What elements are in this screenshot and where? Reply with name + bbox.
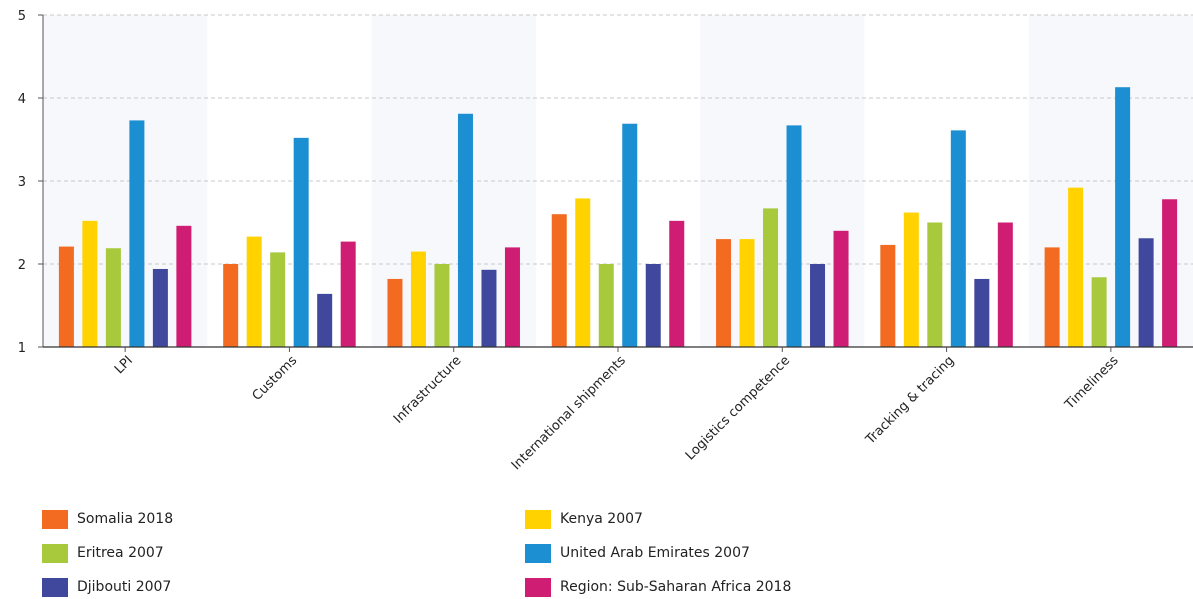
bar	[59, 247, 74, 347]
legend-label: Somalia 2018	[77, 511, 173, 527]
y-axis-ticks: 1 2 3 4 5	[18, 9, 43, 356]
bar	[341, 242, 356, 347]
bar	[505, 247, 520, 347]
legend-label: Region: Sub-Saharan Africa 2018	[560, 579, 791, 595]
bar	[599, 264, 614, 347]
bar	[481, 270, 496, 347]
bar	[904, 213, 919, 347]
bars	[59, 87, 1177, 347]
bar	[1162, 199, 1177, 347]
bar	[951, 130, 966, 347]
x-category-label: Tracking & tracing	[863, 353, 958, 448]
bar	[669, 221, 684, 347]
legend-swatch	[42, 578, 68, 597]
x-category-label: International shipments	[509, 353, 629, 473]
bar-chart: 1 2 3 4 5 LPI Customs Infrastructure Internatio…	[0, 0, 1193, 505]
bar	[129, 120, 144, 347]
bar	[458, 114, 473, 347]
x-category-label: Timeliness	[1062, 353, 1122, 413]
bar	[763, 208, 778, 347]
bar	[646, 264, 661, 347]
bar	[834, 231, 849, 347]
legend-item: Kenya 2007	[525, 508, 643, 530]
bar	[716, 239, 731, 347]
bar	[998, 223, 1013, 348]
x-category-label: LPI	[112, 353, 136, 377]
y-tick-label: 3	[18, 175, 26, 190]
bar	[223, 264, 238, 347]
bar	[294, 138, 309, 347]
bar	[1045, 247, 1060, 347]
bar	[880, 245, 895, 347]
legend-swatch	[42, 510, 68, 529]
bar	[411, 252, 426, 347]
legend-item: Djibouti 2007	[42, 576, 171, 598]
y-tick-label: 2	[18, 258, 26, 273]
legend-swatch	[42, 544, 68, 563]
y-tick-label: 1	[18, 341, 26, 356]
bar	[740, 239, 755, 347]
bar	[787, 125, 802, 347]
gridlines	[43, 15, 1193, 264]
bar	[176, 226, 191, 347]
bar	[387, 279, 402, 347]
bar	[153, 269, 168, 347]
bar	[106, 248, 121, 347]
bar	[622, 124, 637, 347]
bar	[270, 252, 285, 347]
x-axis-labels: LPI Customs Infrastructure International sh…	[112, 347, 1122, 473]
bar	[575, 198, 590, 347]
bar	[434, 264, 449, 347]
x-category-label: Logistics competence	[683, 353, 793, 463]
x-category-label: Infrastructure	[391, 353, 465, 427]
bar	[247, 237, 262, 347]
bar	[974, 279, 989, 347]
bar	[810, 264, 825, 347]
x-category-label: Customs	[250, 353, 301, 404]
legend-item: Somalia 2018	[42, 508, 173, 530]
legend-label: Eritrea 2007	[77, 545, 164, 561]
bar	[317, 294, 332, 347]
bar	[1092, 277, 1107, 347]
bar	[1068, 188, 1083, 347]
legend-swatch	[525, 510, 551, 529]
bar	[552, 214, 567, 347]
bar	[1115, 87, 1130, 347]
legend-label: Djibouti 2007	[77, 579, 171, 595]
legend-label: United Arab Emirates 2007	[560, 545, 750, 561]
legend-label: Kenya 2007	[560, 511, 643, 527]
legend: Somalia 2018 Kenya 2007 Eritrea 2007 United…	[42, 508, 1142, 598]
legend-item: Eritrea 2007	[42, 542, 164, 564]
legend-swatch	[525, 578, 551, 597]
legend-swatch	[525, 544, 551, 563]
legend-item: Region: Sub-Saharan Africa 2018	[525, 576, 791, 598]
y-tick-label: 5	[18, 9, 26, 24]
bar	[1139, 238, 1154, 347]
bar	[927, 223, 942, 348]
bar	[82, 221, 97, 347]
legend-item: United Arab Emirates 2007	[525, 542, 750, 564]
y-tick-label: 4	[18, 92, 26, 107]
